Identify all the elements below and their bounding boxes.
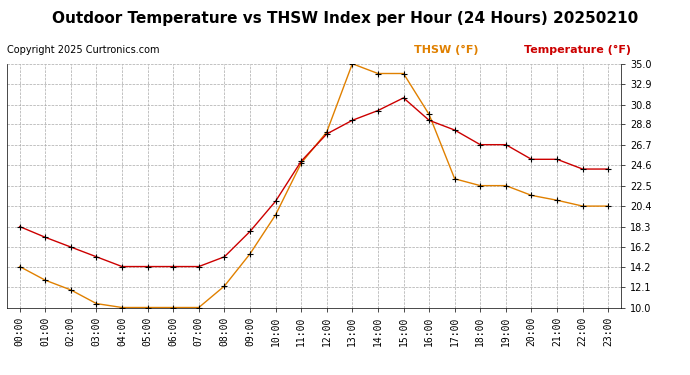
Text: Temperature (°F): Temperature (°F) [524,45,631,55]
Text: THSW (°F): THSW (°F) [414,45,478,55]
Text: Outdoor Temperature vs THSW Index per Hour (24 Hours) 20250210: Outdoor Temperature vs THSW Index per Ho… [52,11,638,26]
Text: Copyright 2025 Curtronics.com: Copyright 2025 Curtronics.com [7,45,159,55]
